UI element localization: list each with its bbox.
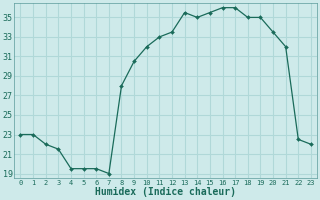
X-axis label: Humidex (Indice chaleur): Humidex (Indice chaleur) (95, 187, 236, 197)
